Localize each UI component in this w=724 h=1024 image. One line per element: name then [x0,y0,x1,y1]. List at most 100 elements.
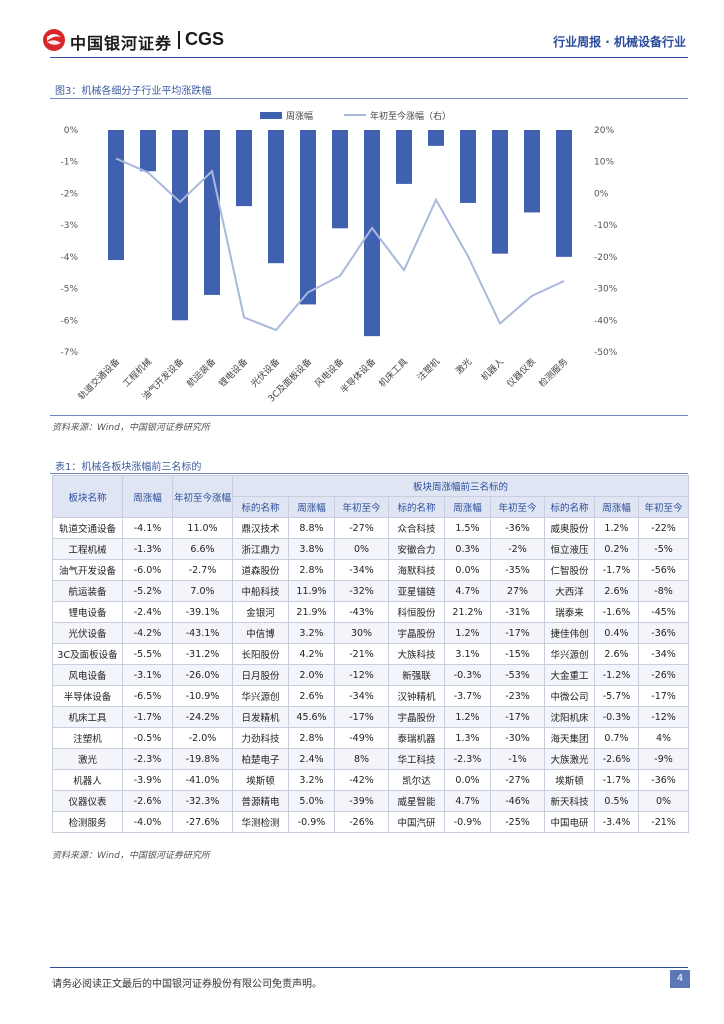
table-header-cell: 周涨幅 [444,496,491,518]
table-cell: 普源精电 [232,790,289,812]
table-cell: -17% [334,706,389,728]
table-cell: 中微公司 [544,685,595,707]
table-cell: 半导体设备 [52,685,123,707]
top-stocks-table: 板块名称 周涨幅 年初至今涨幅 板块周涨幅前三名标的 标的名称 周涨幅 年初至今 标的名称 周涨… [52,475,690,833]
bar-weekly-change [236,130,252,207]
table-cell: 2.4% [288,748,335,770]
table-cell: 鼎汉技术 [232,517,289,539]
table-cell: 日月股份 [232,664,289,686]
table-cell: 光伏设备 [52,622,123,644]
table-cell: -10.9% [172,685,233,707]
logo-english-name: CGS [185,29,225,49]
table-cell: 4.7% [444,790,491,812]
left-axis-tick-label: -5% [60,285,78,295]
table-cell: -36% [637,622,690,644]
table-header-cell: 年初至今 [334,496,389,518]
table-cell: 日发精机 [232,706,289,728]
table-cell: 力劲科技 [232,727,289,749]
table-cell: -2.6% [594,748,639,770]
table-cell: -27% [490,769,545,791]
table-cell: -21% [637,811,690,833]
table-cell: 2.8% [288,559,335,581]
bar-weekly-change [268,130,284,264]
table-cell: -17% [637,685,690,707]
table-cell: -6.5% [122,685,173,707]
category-axis-label: 航运装备 [184,356,218,390]
table-cell: -6.0% [122,559,173,581]
category-axis-label: 光伏设备 [248,356,282,390]
table-cell: -1.7% [122,706,173,728]
table-cell: -26% [334,811,389,833]
table-header-cell: 年初至今 [637,496,690,518]
left-axis-tick-label: -4% [60,253,78,263]
table-cell: 2.6% [594,580,639,602]
table-cell: 瑞泰来 [544,601,595,623]
table-cell: -31.2% [172,643,233,665]
table-cell: -5.2% [122,580,173,602]
table-cell: 华兴源创 [544,643,595,665]
table-cell: 沈阳机床 [544,706,595,728]
figure-source: 资料来源：Wind，中国银河证券研究所 [52,423,210,433]
category-axis-label: 半导体设备 [338,356,378,396]
table-cell: 长阳股份 [232,643,289,665]
table-header-cell: 标的名称 [388,496,445,518]
table-cell: -0.9% [288,811,335,833]
table-cell: 仪器仪表 [52,790,123,812]
table-row: 机床工具 -1.7% -24.2% 日发精机 45.6% -17% 宇晶股份 1.2% -17%… [52,706,690,728]
table-cell: 大西洋 [544,580,595,602]
table-row: 锂电设备 -2.4% -39.1% 金银河 21.9% -43% 科恒股份 21.2% -31%… [52,601,690,623]
table-cell: 航运装备 [52,580,123,602]
table-cell: -36% [490,517,545,539]
left-axis-tick-label: -7% [60,348,78,358]
table-cell: 5.0% [288,790,335,812]
table-cell: 1.2% [444,622,491,644]
table-cell: 工程机械 [52,538,123,560]
table-cell: 海天集团 [544,727,595,749]
table-cell: -12% [637,706,690,728]
table-cell: -2.4% [122,601,173,623]
page-number: 4 [670,970,690,988]
table-cell: 30% [334,622,389,644]
table-cell: 8% [334,748,389,770]
table-cell: -2.3% [444,748,491,770]
left-axis-tick-label: -2% [60,189,78,199]
table-cell: 威星智能 [388,790,445,812]
right-axis-tick-label: 0% [594,189,609,199]
table-cell: -53% [490,664,545,686]
right-axis-tick-label: -10% [594,221,618,231]
table-cell: 1.2% [444,706,491,728]
table-cell: 4.2% [288,643,335,665]
table-row: 检测服务 -4.0% -27.6% 华测检测 -0.9% -26% 中国汽研 -0.9% -25… [52,811,690,833]
table-cell: -1.6% [594,601,639,623]
table-cell: 新天科技 [544,790,595,812]
table-cell: 油气开发设备 [52,559,123,581]
table-cell: -41.0% [172,769,233,791]
category-axis-label: 激光 [453,356,474,377]
category-axis-label: 仪器仪表 [504,356,538,390]
bar-weekly-change [492,130,508,254]
table-cell: 华兴源创 [232,685,289,707]
table-source: 资料来源：Wind，中国银河证券研究所 [52,851,210,861]
table-cell: 0.3% [444,538,491,560]
subsector-returns-chart: 周涨幅 年初至今涨幅（右） 0% -1% -2% -3% -4% -5% -6% -7% 20% 10… [60,110,618,404]
table-cell: 恒立液压 [544,538,595,560]
table-title-divider [50,473,688,474]
table-cell: 柏楚电子 [232,748,289,770]
cgs-logo-icon [43,29,65,51]
table-cell: -2.3% [122,748,173,770]
footer-disclaimer: 请务必阅读正文最后的中国银河证券股份有限公司免责声明。 [52,979,322,990]
table-cell: 2.6% [288,685,335,707]
table-cell: -2.0% [172,727,233,749]
table-cell: 0% [637,790,690,812]
table-cell: 1.5% [444,517,491,539]
table-cell: 11.9% [288,580,335,602]
table-cell: 宇晶股份 [388,622,445,644]
table-cell: 3.2% [288,622,335,644]
table-cell: 6.6% [172,538,233,560]
table-cell: 3.2% [288,769,335,791]
table-header-cell: 周涨幅 [122,475,173,518]
table-cell: 注塑机 [52,727,123,749]
figure-title: 图3：机械各细分子行业平均涨跌幅 [55,86,212,97]
category-axis-label: 机器人 [479,356,507,384]
table-cell: -31% [490,601,545,623]
